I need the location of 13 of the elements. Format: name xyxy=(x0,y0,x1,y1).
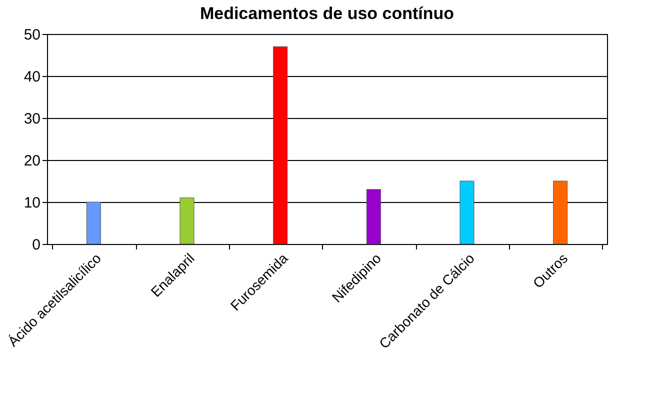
bar xyxy=(460,180,474,244)
chart-title: Medicamentos de uso contínuo xyxy=(200,4,454,23)
bar xyxy=(180,198,194,244)
y-tick-label: 10 xyxy=(24,194,40,212)
y-tick-label: 50 xyxy=(24,26,40,44)
bar xyxy=(273,46,288,244)
bar xyxy=(86,202,101,244)
bar xyxy=(553,180,568,244)
y-tick-label: 0 xyxy=(32,236,40,254)
bar xyxy=(366,189,381,244)
y-tick-label: 40 xyxy=(24,68,40,86)
y-tick-label: 20 xyxy=(24,152,40,170)
y-tick-label: 30 xyxy=(24,110,40,128)
